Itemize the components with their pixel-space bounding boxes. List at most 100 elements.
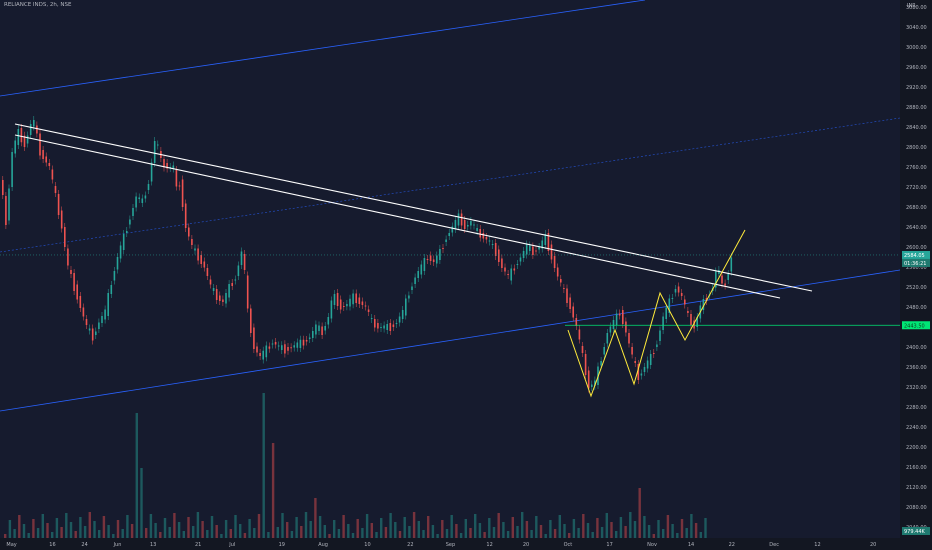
volume-bar bbox=[210, 516, 214, 538]
volume-bar bbox=[553, 529, 557, 538]
candle-body bbox=[535, 250, 537, 252]
volume-bar bbox=[671, 524, 674, 538]
candle-body bbox=[302, 339, 305, 346]
candle-body bbox=[321, 326, 323, 335]
candle-body bbox=[153, 141, 156, 163]
y-tick-label: 2560.00 bbox=[906, 265, 927, 271]
candle-body bbox=[231, 283, 233, 286]
candle-body bbox=[451, 226, 454, 233]
volume-bar bbox=[483, 532, 486, 538]
x-tick-label: 19 bbox=[279, 542, 285, 548]
candle-body bbox=[529, 245, 531, 251]
volume-bar bbox=[380, 518, 383, 538]
candle-body bbox=[228, 284, 230, 298]
volume-bar bbox=[469, 528, 472, 538]
volume-bar bbox=[145, 528, 148, 538]
volume-bar bbox=[492, 527, 496, 538]
candle-body bbox=[5, 196, 7, 225]
x-tick-label: Aug bbox=[318, 542, 328, 548]
candle-body bbox=[330, 300, 333, 319]
volume-bar bbox=[384, 527, 388, 538]
x-tick-label: 16 bbox=[49, 542, 55, 548]
candle-body bbox=[367, 309, 370, 312]
candle-body bbox=[287, 347, 289, 351]
volume-bar bbox=[187, 517, 190, 538]
y-tick-label: 3000.00 bbox=[906, 45, 927, 51]
volume-bar bbox=[290, 531, 294, 538]
volume-bar bbox=[112, 534, 115, 538]
candle-body bbox=[501, 258, 503, 268]
candle-body bbox=[575, 318, 578, 326]
candle-body bbox=[634, 361, 636, 363]
candle-body bbox=[693, 320, 695, 329]
volume-bar bbox=[436, 534, 439, 538]
candle-body bbox=[662, 316, 664, 330]
candle-body bbox=[398, 316, 401, 323]
volume-bar bbox=[558, 515, 561, 538]
candle-body bbox=[653, 353, 655, 354]
candle-body bbox=[172, 165, 175, 169]
candle-body bbox=[560, 279, 562, 283]
candle-body bbox=[17, 129, 20, 145]
y-tick-label: 2320.00 bbox=[906, 385, 927, 391]
volume-bar bbox=[32, 519, 35, 538]
candle-body bbox=[377, 323, 379, 329]
y-tick-label: 2960.00 bbox=[906, 65, 927, 71]
volume-bar bbox=[577, 528, 580, 538]
candle-body bbox=[234, 279, 237, 281]
candle-body bbox=[370, 318, 373, 319]
candle-body bbox=[39, 133, 41, 156]
candle-body bbox=[355, 293, 357, 303]
volume-bar bbox=[459, 533, 463, 538]
candle-body bbox=[457, 213, 460, 226]
x-tick-label: 22 bbox=[407, 542, 413, 548]
candle-body bbox=[274, 342, 277, 345]
x-tick-label: 20 bbox=[870, 542, 876, 548]
candle-body bbox=[209, 279, 212, 285]
candle-body bbox=[327, 317, 330, 325]
candle-body bbox=[547, 233, 550, 251]
x-tick-label: Dec bbox=[769, 542, 779, 548]
candle-body bbox=[150, 162, 153, 182]
volume-bar bbox=[474, 514, 477, 538]
candle-body bbox=[346, 304, 348, 307]
candle-body bbox=[67, 248, 69, 266]
volume-bar bbox=[394, 522, 397, 538]
candle-body bbox=[578, 329, 581, 340]
volume-bar bbox=[605, 513, 608, 538]
candle-body bbox=[392, 324, 395, 327]
volume-bar bbox=[530, 530, 533, 538]
y-tick-label: 2080.00 bbox=[906, 505, 927, 511]
candle-body bbox=[395, 323, 398, 324]
candle-body bbox=[51, 169, 54, 180]
volume-bar bbox=[159, 532, 162, 538]
candle-body bbox=[556, 267, 559, 277]
candle-body bbox=[374, 319, 376, 328]
volume-bar bbox=[511, 517, 514, 538]
volume-bar bbox=[629, 512, 632, 538]
volume-bar bbox=[525, 521, 529, 538]
candle-body bbox=[414, 277, 416, 284]
candle-body bbox=[643, 367, 646, 372]
candle-body bbox=[169, 167, 171, 168]
candle-body bbox=[175, 170, 178, 187]
volume-bar bbox=[347, 524, 350, 538]
volume-bar bbox=[168, 527, 171, 538]
candle-body bbox=[631, 347, 633, 355]
volume-bar bbox=[685, 528, 688, 538]
candle-body bbox=[445, 239, 447, 242]
candle-body bbox=[293, 345, 295, 348]
candle-body bbox=[256, 346, 258, 353]
candle-body bbox=[243, 254, 246, 270]
candle-body bbox=[271, 343, 274, 345]
volume-bar bbox=[544, 534, 547, 538]
candle-body bbox=[482, 233, 485, 239]
trendline-upper bbox=[14, 123, 813, 292]
volume-bar bbox=[365, 514, 369, 538]
candle-body bbox=[649, 354, 652, 365]
candle-body bbox=[436, 255, 438, 264]
trendline-lower bbox=[14, 134, 781, 299]
volume-bar bbox=[126, 515, 129, 538]
